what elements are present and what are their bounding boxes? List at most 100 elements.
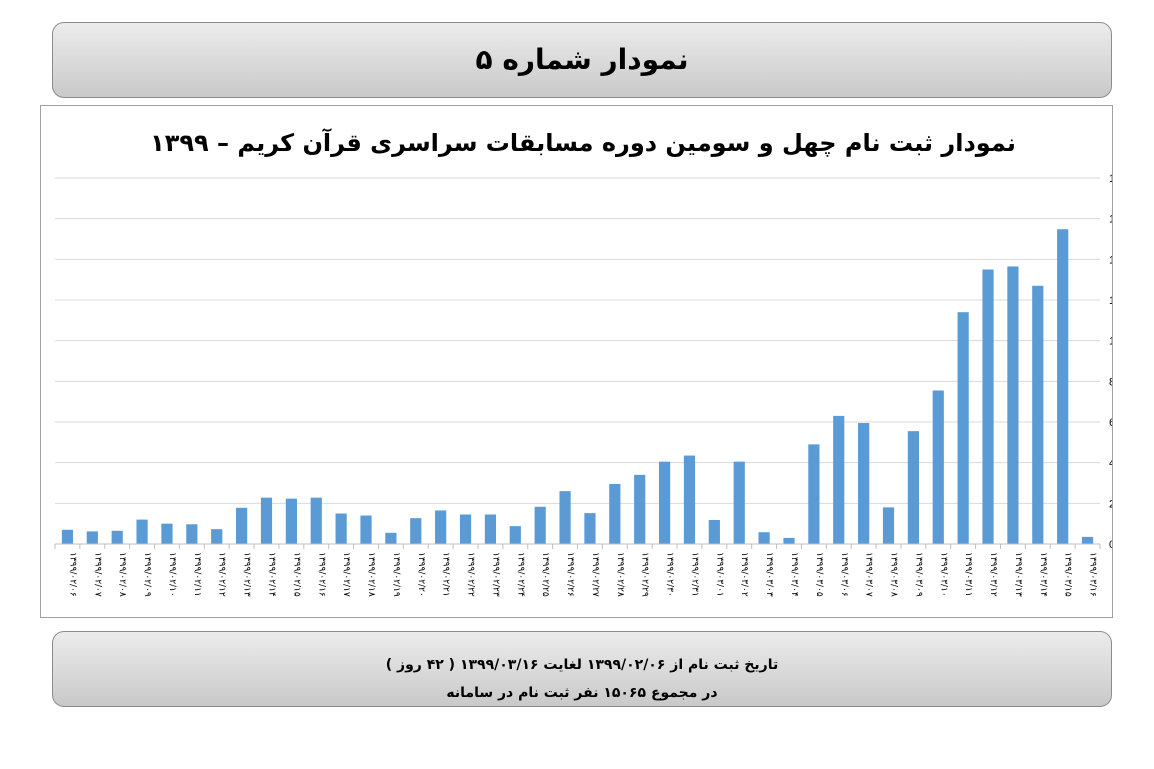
- bar: [260, 497, 273, 544]
- bar: [1032, 285, 1044, 544]
- x-tick-label: ۱۳۹۹/۰۲/۰۸: [117, 552, 127, 597]
- y-tick-label: 1200: [1109, 295, 1112, 307]
- x-axis-ticks: ۱۳۹۹/۰۲/۰۶ ۱۳۹۹/۰۲/۰۷ ۱۳۹۹/۰۲/۰۸ ۱۳۹۹/۰۲/۰۹…: [67, 552, 1097, 597]
- bar: [435, 510, 447, 544]
- bar: [957, 312, 969, 544]
- bar: [708, 520, 720, 544]
- x-tick-label: ۱۳۹۹/۰۲/۱۴: [266, 552, 276, 597]
- chart-title: نمودار ثبت نام چهل و سومین دوره مسابقات …: [150, 128, 1016, 157]
- x-tick-label: ۱۳۹۹/۰۲/۱۷: [341, 552, 351, 597]
- x-tick-label: ۱۳۹۹/۰۳/۰۷: [864, 552, 874, 597]
- bar: [634, 474, 646, 544]
- bar: [385, 532, 397, 544]
- y-tick-label: 1400: [1109, 254, 1112, 266]
- bar: [932, 390, 944, 544]
- x-tick-label: ۱۳۹۹/۰۳/۰۲: [739, 552, 749, 597]
- bar: [360, 515, 372, 544]
- x-tick-label: ۱۳۹۹/۰۲/۰۷: [92, 552, 102, 597]
- bar: [609, 484, 621, 544]
- x-tick-label: ۱۳۹۹/۰۲/۲۸: [615, 552, 625, 597]
- x-tick-label: ۱۳۹۹/۰۲/۲۷: [590, 552, 600, 597]
- footer-date-range: تاریخ ثبت نام از ۱۳۹۹/۰۲/۰۶ لغایت ۱۳۹۹/۰…: [385, 657, 779, 673]
- x-tick-label: ۱۳۹۹/۰۳/۰۶: [839, 552, 849, 597]
- bar: [111, 530, 123, 544]
- page-title: نمودار شماره ۵: [475, 43, 689, 76]
- bar: [1057, 229, 1069, 544]
- bar: [211, 529, 223, 544]
- bar: [285, 498, 297, 544]
- y-tick-label: 1800: [1109, 173, 1112, 185]
- bar: [509, 526, 521, 544]
- bar: [907, 431, 919, 544]
- y-tick-label: 400: [1109, 458, 1112, 470]
- bar: [683, 455, 696, 544]
- bar: [136, 519, 148, 544]
- y-tick-label: 0: [1109, 539, 1112, 551]
- x-tick-label: ۱۳۹۹/۰۲/۱۵: [291, 552, 301, 597]
- x-tick-label: ۱۳۹۹/۰۳/۱۱: [963, 552, 973, 597]
- bar: [982, 269, 994, 544]
- bar: [1007, 266, 1019, 544]
- x-tick-label: ۱۳۹۹/۰۳/۰۳: [764, 552, 774, 597]
- x-tick-label: ۱۳۹۹/۰۳/۰۹: [913, 552, 923, 597]
- header-banner: نمودار شماره ۵: [52, 22, 1112, 98]
- x-tick-label: ۱۳۹۹/۰۲/۲۴: [515, 552, 525, 597]
- x-tick-label: ۱۳۹۹/۰۲/۱۱: [192, 552, 202, 597]
- bar: [658, 461, 671, 544]
- y-tick-label: 600: [1109, 417, 1112, 429]
- y-axis-ticks: 0 200 400 600 800 1000 1200 1400 1600 1800: [1109, 173, 1112, 551]
- bar: [335, 513, 347, 544]
- x-tick-label: ۱۳۹۹/۰۲/۲۳: [490, 552, 500, 597]
- x-tick-label: ۱۳۹۹/۰۳/۰۱: [714, 552, 724, 597]
- bar: [858, 423, 870, 544]
- footer-total: در مجموع ۱۵۰۶۵ نفر ثبت نام در سامانه: [446, 685, 718, 701]
- x-tick-label: ۱۳۹۹/۰۳/۰۸: [889, 552, 899, 597]
- x-tick-label: ۱۳۹۹/۰۲/۰۹: [142, 552, 152, 597]
- x-tick-label: ۱۳۹۹/۰۲/۱۶: [316, 552, 326, 597]
- x-tick-label: ۱۳۹۹/۰۲/۲۲: [466, 552, 476, 597]
- bars: [61, 229, 1094, 544]
- x-tick-label: ۱۳۹۹/۰۲/۳۱: [689, 552, 699, 597]
- x-tick-label: ۱۳۹۹/۰۲/۰۶: [67, 552, 77, 597]
- bar-chart: نمودار ثبت نام چهل و سومین دوره مسابقات …: [54, 128, 1112, 597]
- bar: [61, 529, 74, 544]
- x-tick-label: ۱۳۹۹/۰۳/۰۴: [789, 552, 799, 597]
- grid-lines: [55, 177, 1100, 504]
- y-tick-label: 1000: [1109, 336, 1112, 348]
- x-tick-label: ۱۳۹۹/۰۲/۱۸: [366, 552, 376, 597]
- y-tick-label: 200: [1109, 498, 1112, 510]
- bar: [459, 514, 472, 544]
- bar: [310, 497, 322, 544]
- bar: [758, 532, 770, 544]
- x-tick-label: ۱۳۹۹/۰۲/۳۰: [665, 552, 675, 597]
- x-tick-label: ۱۳۹۹/۰۲/۱۲: [217, 552, 227, 597]
- bar: [733, 461, 745, 544]
- bar: [534, 506, 546, 544]
- x-axis: [54, 543, 1101, 549]
- bar: [882, 507, 895, 544]
- bar: [410, 518, 422, 544]
- bar: [86, 531, 98, 544]
- bar: [584, 513, 596, 544]
- y-tick-label: 800: [1109, 376, 1112, 388]
- x-tick-label: ۱۳۹۹/۰۲/۲۱: [441, 552, 451, 597]
- bar: [161, 523, 173, 544]
- bar: [1081, 536, 1094, 544]
- x-tick-label: ۱۳۹۹/۰۲/۱۳: [242, 552, 252, 597]
- bar: [186, 524, 198, 544]
- footer-banner: تاریخ ثبت نام از ۱۳۹۹/۰۲/۰۶ لغایت ۱۳۹۹/۰…: [52, 631, 1112, 707]
- x-tick-label: ۱۳۹۹/۰۳/۱۵: [1063, 552, 1073, 597]
- x-tick-label: ۱۳۹۹/۰۲/۲۶: [565, 552, 575, 597]
- x-tick-label: ۱۳۹۹/۰۲/۲۹: [640, 552, 650, 597]
- x-tick-label: ۱۳۹۹/۰۲/۱۹: [391, 552, 401, 597]
- x-tick-label: ۱۳۹۹/۰۲/۱۰: [167, 552, 177, 597]
- bar: [484, 514, 497, 544]
- bar: [783, 537, 795, 544]
- x-tick-label: ۱۳۹۹/۰۳/۱۶: [1088, 552, 1098, 597]
- bar: [808, 444, 820, 544]
- bar: [559, 491, 571, 544]
- x-tick-label: ۱۳۹۹/۰۳/۱۰: [938, 552, 948, 597]
- x-tick-label: ۱۳۹۹/۰۳/۱۳: [1013, 552, 1023, 597]
- x-tick-label: ۱۳۹۹/۰۳/۱۲: [988, 552, 998, 597]
- bar: [236, 507, 248, 544]
